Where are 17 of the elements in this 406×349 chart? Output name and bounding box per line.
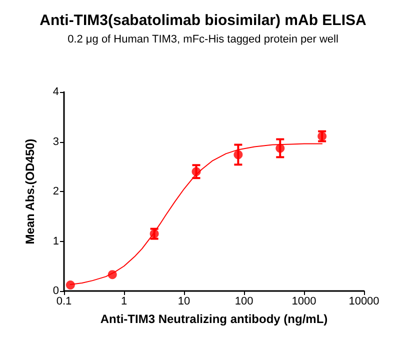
chart-subtitle: 0.2 μg of Human TIM3, mFc-His tagged protein per well [68,34,338,46]
chart-title: Anti-TIM3(sabatolimab biosimilar) mAb ELISA [40,12,367,29]
x-axis-title: Anti-TIM3 Neutralizing antibody (ng/mL) [100,312,328,326]
x-tick-label: 100 [234,296,254,308]
x-tick-label: 0.1 [56,296,72,308]
y-axis-title: Mean Abs.(OD450) [23,138,37,244]
y-tick-label: 0 [52,285,59,297]
point [66,280,75,290]
x-tick-label: 10000 [348,296,380,308]
y-tick-label: 3 [52,136,59,148]
y-tick-label: 4 [52,86,59,98]
x-tick-label: 1000 [292,296,316,308]
x-tick-label: 1 [120,296,128,308]
point [108,270,117,280]
y-tick-label: 1 [52,235,59,248]
y-tick-label: 2 [52,186,59,198]
x-tick-label: 10 [178,296,190,308]
